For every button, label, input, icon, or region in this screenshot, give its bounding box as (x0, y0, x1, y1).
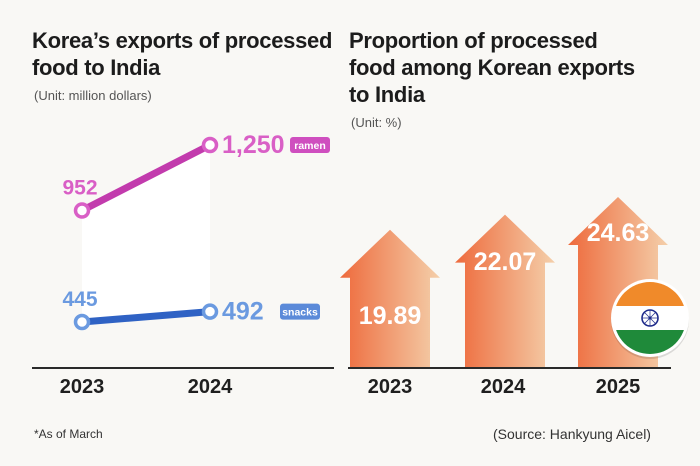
bar-value-label-2025: 24.63 (587, 219, 650, 247)
right-title-line-3: to India (349, 82, 425, 107)
series-tag-label-ramen: ramen (294, 140, 326, 152)
india-flag-icon (611, 279, 689, 359)
left-x-label-2023: 2023 (59, 376, 105, 398)
arrow-bar-2023 (340, 229, 440, 367)
series-line-ramen (78, 141, 214, 215)
source-note: (Source: Hankyung Aicel) (493, 426, 651, 442)
series-tag-snacks (280, 303, 320, 320)
left-unit-note: (Unit: million dollars) (34, 88, 152, 103)
series-tag-label-snacks: snacks (282, 307, 318, 319)
data-label-ramen-2023: 952 (62, 177, 97, 200)
data-label-ramen-2024: 1,250 (222, 131, 285, 159)
right-title-line-2: food among Korean exports (349, 55, 635, 80)
left-x-label-2024: 2024 (187, 376, 233, 398)
left-baseline (32, 367, 334, 369)
left-title-line-2: food to India (32, 55, 161, 80)
arrow-bar-chart: 19.89 22.07 24.63 (340, 197, 668, 367)
line-chart-band (82, 145, 210, 322)
left-title-line-1: Korea’s exports of processed (32, 28, 333, 53)
right-chart-title: Proportion of processed food among Korea… (349, 27, 635, 108)
right-unit-note: (Unit: %) (351, 115, 402, 130)
right-x-label-2024: 2024 (480, 376, 526, 398)
left-chart-title: Korea’s exports of processed food to Ind… (32, 27, 332, 81)
data-label-snacks-2024: 492 (222, 298, 264, 326)
data-point-ramen-2023 (73, 202, 91, 219)
footnote: *As of March (34, 427, 103, 441)
right-x-label-2025: 2025 (595, 376, 641, 398)
data-point-snacks-2024 (201, 303, 219, 320)
arrow-bar-2024 (455, 214, 555, 367)
data-point-ramen-2024 (201, 136, 219, 154)
right-title-line-1: Proportion of processed (349, 28, 598, 53)
bar-value-label-2023: 19.89 (359, 302, 422, 330)
data-point-snacks-2023 (73, 313, 91, 331)
right-x-label-2023: 2023 (367, 376, 413, 398)
right-baseline (348, 367, 671, 369)
data-label-snacks-2023: 445 (62, 288, 97, 311)
line-chart: 952 1,250 ramen 445 492 snacks (62, 131, 330, 331)
series-tag-ramen (290, 137, 330, 153)
bar-value-label-2024: 22.07 (474, 248, 537, 276)
series-line-snacks (78, 308, 214, 326)
